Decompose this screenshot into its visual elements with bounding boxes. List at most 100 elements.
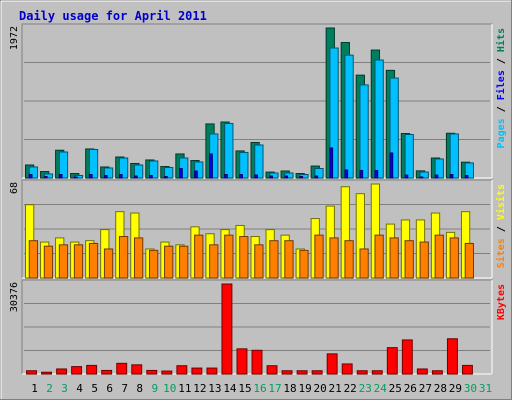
- bar-sites-day-19: [299, 249, 309, 279]
- bar-files-day-28: [434, 158, 444, 179]
- bar-kbytes-day-25: [386, 347, 398, 375]
- panel-legend: Sites / Visits: [495, 184, 507, 268]
- bar-kbytes-day-20: [311, 370, 323, 375]
- bar-pages-day-25: [389, 152, 394, 179]
- chart-title: Daily usage for April 2011: [19, 9, 207, 23]
- bar-kbytes-day-6: [101, 369, 113, 375]
- legend-separator: /: [496, 52, 507, 70]
- bar-kbytes-day-15: [236, 348, 248, 375]
- panel-hits-files-pages: 1972 Pages / Files / Hits: [9, 23, 507, 179]
- bar-sites-day-8: [133, 237, 144, 279]
- bar-kbytes-day-26: [401, 339, 413, 375]
- bar-files-day-14: [224, 122, 234, 179]
- bar-sites-day-1: [28, 240, 39, 279]
- bar-files-day-8: [133, 164, 144, 179]
- x-tick-label-day-31: 31: [479, 382, 492, 395]
- bar-kbytes-day-2: [41, 371, 53, 375]
- bar-sites-day-24: [374, 234, 384, 279]
- bar-files-day-17: [269, 172, 279, 179]
- bar-pages-day-29: [449, 174, 454, 179]
- bar-sites-day-9: [149, 249, 159, 279]
- x-tick-label-day-9: 9: [151, 382, 158, 395]
- bar-pages-day-20: [314, 175, 319, 179]
- x-tick-label-day-18: 18: [283, 382, 296, 395]
- bar-sites-day-3: [58, 244, 69, 279]
- panel-kbytes: 30376 KBytes: [9, 279, 507, 375]
- x-axis-day-labels: 1 2 3 4 5 6 7 8 9 10 11 12 13 14 15 16 17 18 19 20 21 22 23 24 2…: [31, 382, 492, 395]
- x-tick-label-day-11: 11: [178, 382, 191, 395]
- panel-legend: Pages / Files / Hits: [495, 28, 507, 148]
- x-tick-label-day-6: 6: [106, 382, 113, 395]
- bar-pages-day-7: [118, 174, 123, 179]
- bar-kbytes-day-3: [56, 368, 68, 375]
- x-tick-label-day-22: 22: [344, 382, 357, 395]
- bar-sites-day-20: [314, 234, 324, 279]
- bar-sites-day-12: [194, 234, 204, 279]
- bar-sites-day-13: [209, 244, 219, 279]
- bar-kbytes-day-11: [176, 365, 188, 375]
- bar-kbytes-day-10: [161, 370, 173, 375]
- bar-sites-day-10: [164, 245, 174, 279]
- legend-separator: /: [496, 220, 507, 238]
- x-tick-label-day-10: 10: [163, 382, 176, 395]
- x-tick-label-day-13: 13: [208, 382, 221, 395]
- bar-kbytes-day-23: [356, 370, 368, 375]
- legend-entry-pages: Pages: [496, 118, 507, 148]
- bar-sites-day-14: [224, 234, 234, 279]
- bar-files-day-20: [314, 167, 324, 179]
- bar-pages-day-1: [28, 174, 33, 179]
- bar-kbytes-day-19: [296, 370, 308, 375]
- bar-files-day-26: [404, 133, 414, 179]
- bar-pages-day-27: [419, 176, 424, 179]
- x-tick-label-day-7: 7: [121, 382, 128, 395]
- panel-visits-sites: 68 Sites / Visits: [9, 179, 507, 279]
- x-tick-label-day-8: 8: [136, 382, 143, 395]
- bar-kbytes-day-5: [86, 364, 98, 375]
- bar-pages-day-19: [299, 175, 304, 179]
- panel-max-label: 30376: [9, 282, 20, 312]
- x-tick-label-day-12: 12: [193, 382, 206, 395]
- legend-entry-files: Files: [495, 70, 507, 100]
- bar-pages-day-9: [149, 174, 153, 179]
- bar-files-day-9: [149, 160, 159, 179]
- bar-pages-day-16: [254, 174, 258, 179]
- x-tick-label-day-23: 23: [359, 382, 372, 395]
- bar-files-day-22: [344, 54, 354, 179]
- bar-pages-day-8: [133, 175, 138, 179]
- x-tick-label-day-5: 5: [91, 382, 98, 395]
- bar-sites-day-5: [88, 242, 99, 279]
- x-tick-label-day-20: 20: [314, 382, 327, 395]
- bar-pages-day-11: [179, 167, 183, 179]
- x-tick-label-day-28: 28: [434, 382, 447, 395]
- bar-kbytes-day-9: [146, 369, 158, 375]
- bar-kbytes-day-16: [251, 349, 263, 375]
- bar-sites-day-21: [329, 237, 339, 279]
- x-tick-label-day-14: 14: [223, 382, 237, 395]
- bar-sites-day-27: [419, 241, 429, 279]
- x-tick-label-day-26: 26: [404, 382, 417, 395]
- bar-files-day-7: [118, 157, 129, 179]
- bar-pages-day-17: [269, 175, 273, 179]
- legend-entry-hits: Hits: [495, 28, 507, 52]
- bar-sites-day-25: [389, 237, 399, 279]
- bar-kbytes-day-4: [71, 366, 83, 375]
- bar-pages-day-22: [344, 169, 349, 179]
- bar-kbytes-day-29: [446, 338, 458, 375]
- bar-kbytes-day-27: [416, 368, 428, 375]
- bar-files-day-21: [329, 47, 339, 179]
- bar-kbytes-day-21: [326, 353, 338, 375]
- x-tick-label-day-16: 16: [253, 382, 266, 395]
- bar-sites-day-6: [103, 248, 114, 279]
- bar-sites-day-23: [359, 248, 369, 279]
- bar-sites-day-11: [179, 245, 189, 279]
- bar-pages-day-21: [329, 147, 334, 179]
- bar-sites-day-22: [344, 240, 354, 279]
- bar-sites-day-16: [254, 244, 264, 279]
- bar-files-day-6: [103, 167, 114, 179]
- x-tick-label-day-29: 29: [449, 382, 462, 395]
- bar-kbytes-day-1: [26, 370, 37, 375]
- bar-sites-day-30: [464, 242, 474, 279]
- bar-files-day-1: [28, 166, 39, 179]
